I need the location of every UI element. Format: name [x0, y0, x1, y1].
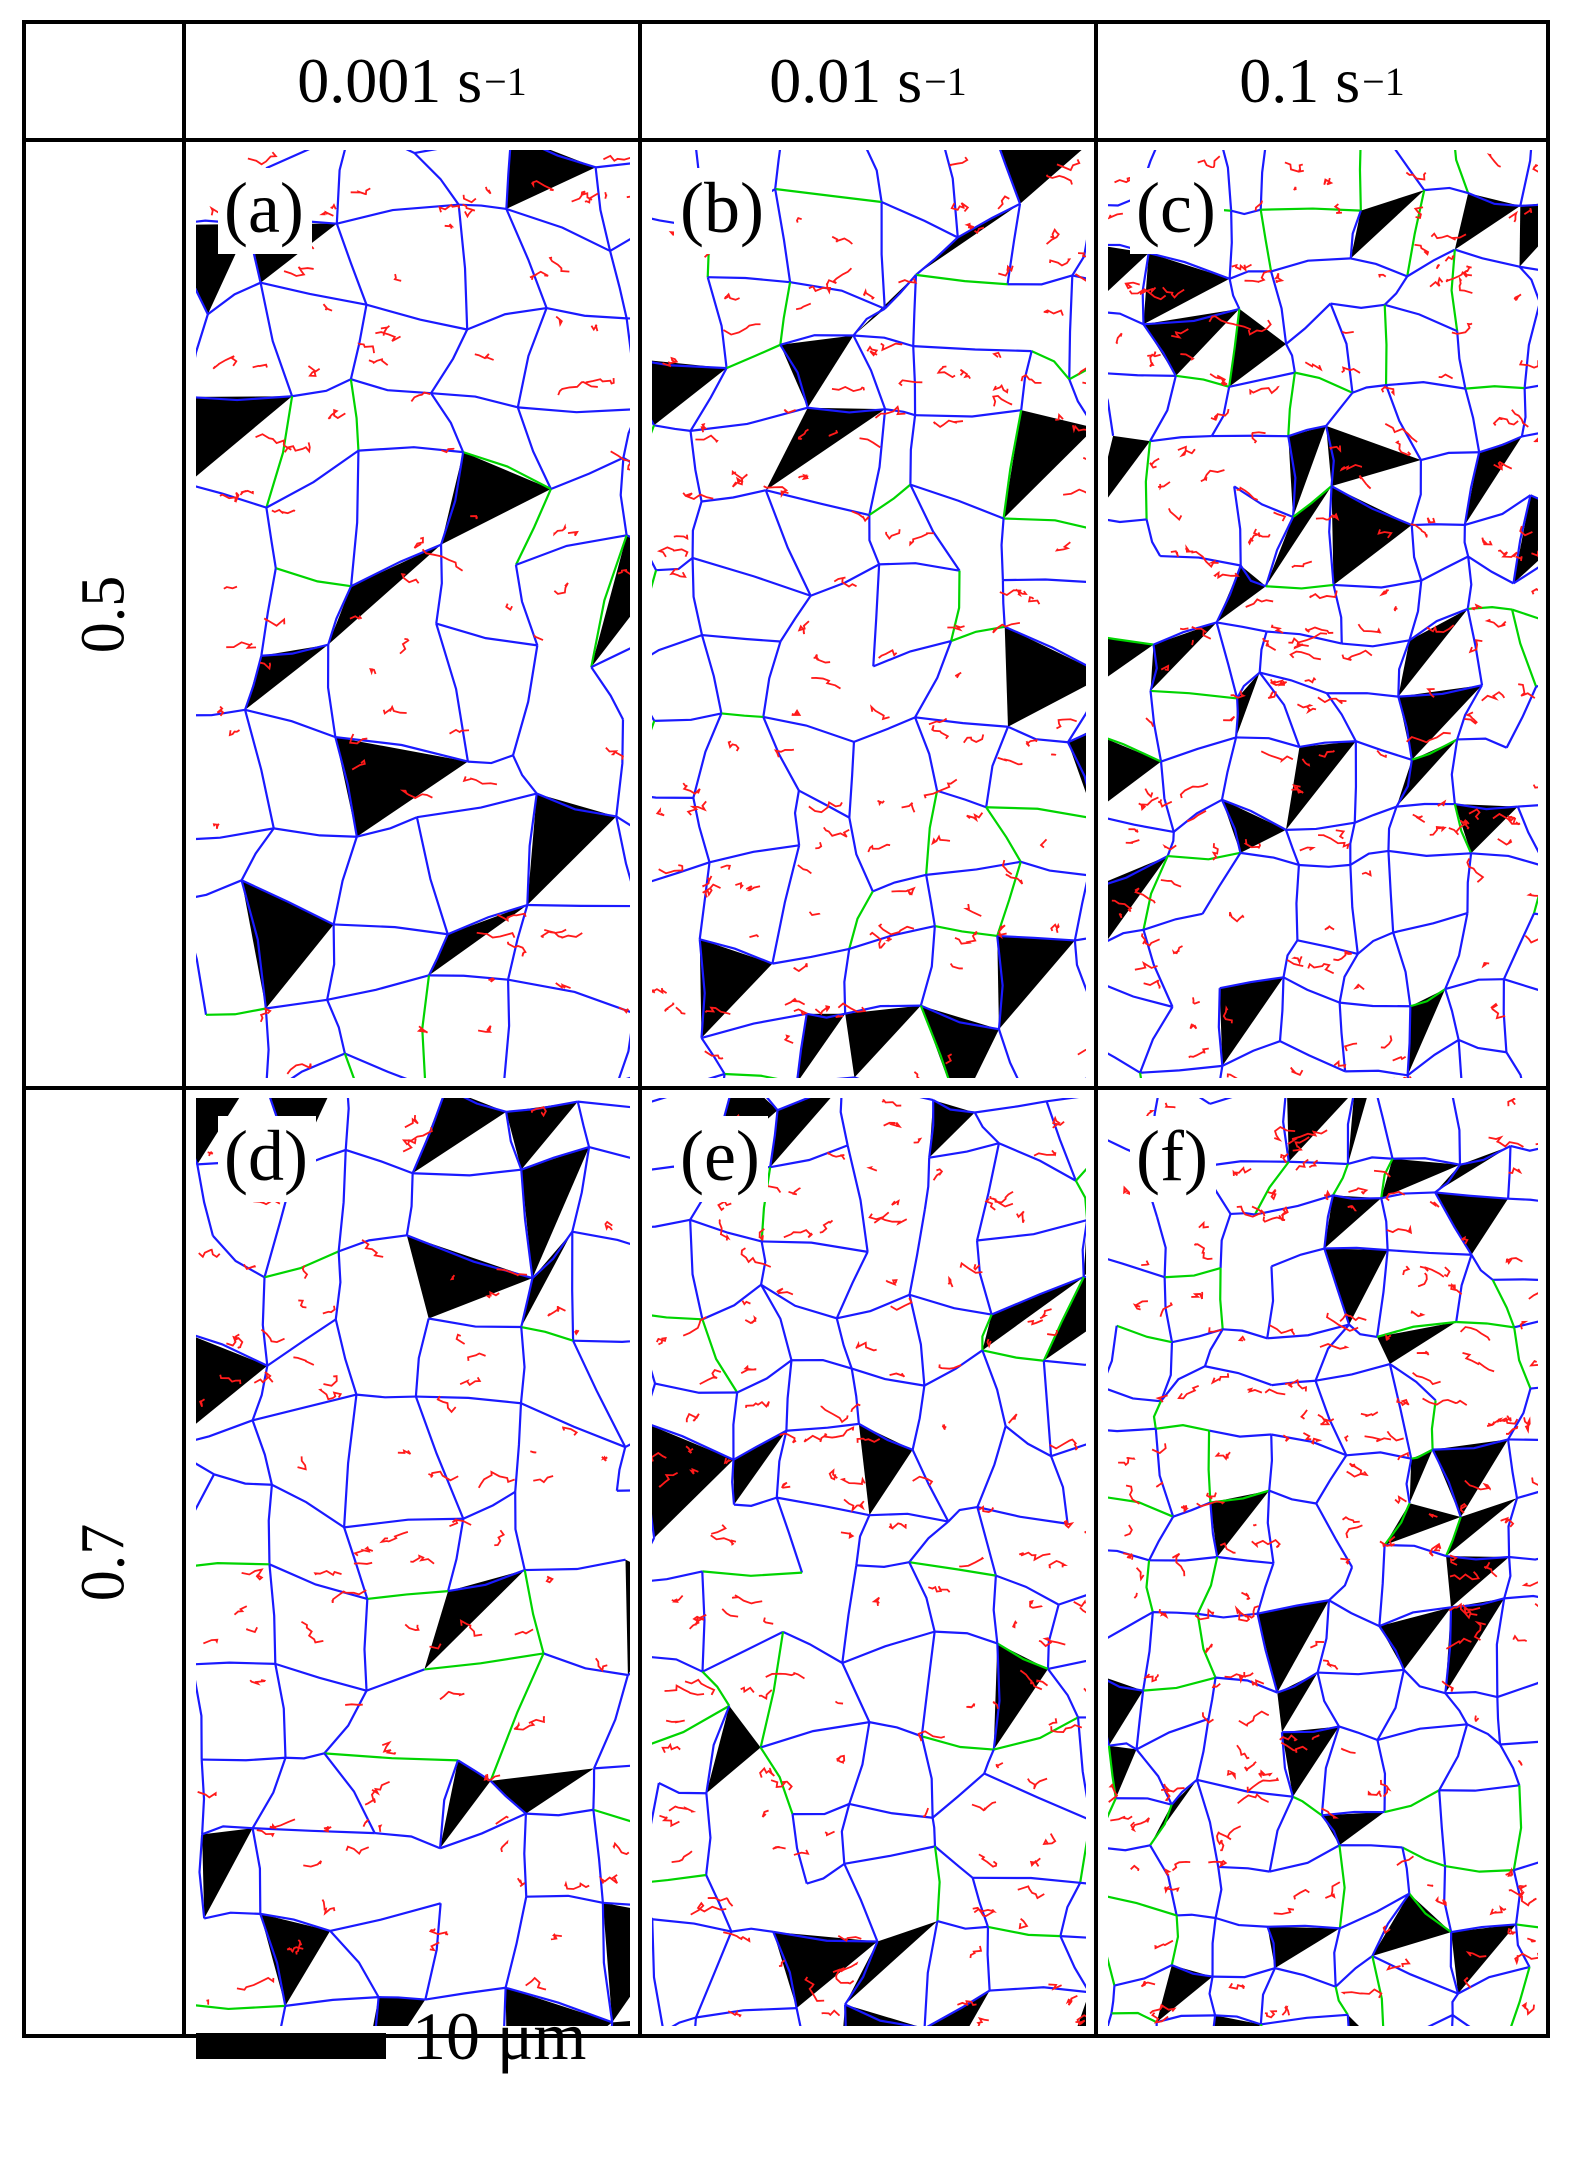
phase-regions — [652, 150, 1086, 1078]
column-header-3: 0.1 s −1 — [1096, 22, 1548, 140]
row-label-2: 0.7 — [69, 1523, 138, 1601]
panel-label-f: (f) — [1130, 1116, 1216, 1202]
low-angle-boundaries — [652, 156, 1086, 1078]
boundary-map-d — [196, 1098, 630, 2026]
boundary-map-c — [1108, 150, 1538, 1078]
ebsd-map-panel-d: (d) — [196, 1098, 630, 2026]
phase-regions — [1108, 1098, 1517, 2026]
panel-label-c: (c) — [1130, 168, 1224, 254]
grain-boundaries — [196, 150, 630, 1078]
ebsd-map-panel-e: (e) — [652, 1098, 1086, 2026]
panel-label-e: (e) — [674, 1116, 768, 1202]
ebsd-map-panel-b: (b) — [652, 150, 1086, 1078]
scale-bar — [196, 2033, 386, 2059]
column-header-1: 0.001 s −1 — [184, 22, 640, 140]
ebsd-map-panel-c: (c) — [1108, 150, 1538, 1078]
phase-regions — [196, 1098, 630, 2026]
phase-regions — [652, 1098, 1086, 2026]
phase-regions — [1108, 190, 1538, 1076]
column-header-2: 0.01 s −1 — [640, 22, 1096, 140]
column-header-3-value: 0.1 s — [1239, 45, 1361, 116]
table-border — [22, 20, 1550, 2038]
low-angle-boundaries — [652, 1098, 1086, 2026]
grain-boundaries — [1108, 1098, 1538, 2026]
grain-boundaries — [196, 1098, 630, 2026]
scale-bar-label: 10 μm — [412, 1998, 587, 2074]
column-header-2-exponent: −1 — [924, 58, 967, 104]
column-header-1-exponent: −1 — [484, 58, 527, 104]
panel-label-a: (a) — [218, 168, 312, 254]
column-header-3-exponent: −1 — [1362, 58, 1405, 104]
phase-regions — [196, 150, 630, 1009]
panel-label-b: (b) — [674, 168, 772, 254]
grain-boundaries — [652, 150, 1086, 1078]
panel-label-d: (d) — [218, 1116, 316, 1202]
boundary-map-b — [652, 150, 1086, 1078]
boundary-map-a — [196, 150, 630, 1078]
row-label-1: 0.5 — [69, 575, 138, 653]
boundary-map-e — [652, 1098, 1086, 2026]
boundary-map-f — [1108, 1098, 1538, 2026]
column-header-1-value: 0.001 s — [297, 45, 483, 116]
low-angle-boundaries — [197, 1105, 630, 2005]
ebsd-map-panel-a: (a) — [196, 150, 630, 1078]
column-header-2-value: 0.01 s — [769, 45, 923, 116]
grain-boundaries — [652, 1098, 1086, 2026]
low-angle-boundaries — [1108, 1098, 1538, 2024]
ebsd-map-panel-f: (f) — [1108, 1098, 1538, 2026]
